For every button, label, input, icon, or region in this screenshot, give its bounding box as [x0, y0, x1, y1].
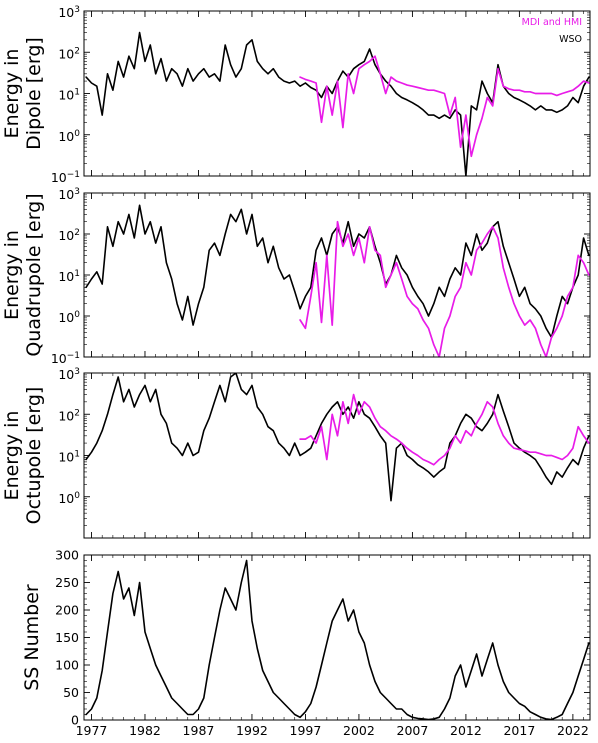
y-tick-label: 250 [55, 575, 79, 590]
axes-frame [83, 372, 591, 539]
y-tick-label: 0 [71, 713, 79, 728]
y-tick-label: 102 [58, 228, 80, 243]
axes-frame [83, 554, 591, 721]
x-tick-label: 1977 [76, 723, 108, 738]
y-tick-label: 50 [63, 685, 79, 700]
y-axis-label: Quadrupole [erg] [23, 193, 45, 356]
series-line-mdi-and-hmi [299, 393, 590, 466]
panel-3: 100 101 102 103 Energy in Octupole [erg] [1, 367, 591, 539]
y-axis-label: Octupole [erg] [23, 387, 45, 525]
series-line-mdi-and-hmi [299, 220, 590, 357]
panel-1: 10−1 100 101 102 103 Energy in Dipole [erg] MDI… [1, 5, 591, 185]
y-tick-label: 101 [58, 88, 80, 103]
y-tick-label: 102 [58, 408, 80, 423]
y-tick-label: 102 [58, 46, 80, 61]
x-tick-label: 1982 [129, 723, 161, 738]
y-tick-label: 101 [58, 269, 80, 284]
axes-frame [83, 10, 591, 177]
y-tick-label: 103 [58, 187, 80, 202]
panel-4: 1977 1982 1987 1992 1997 2002 2007 2012 2017 2022… [21, 548, 591, 738]
series-line-mdi-and-hmi [299, 55, 590, 158]
x-tick-label: 2002 [343, 723, 375, 738]
y-axis-label: Energy in [1, 49, 23, 139]
axes-frame [83, 192, 591, 358]
x-tick-label: 2012 [450, 723, 482, 738]
y-tick-label: 200 [55, 603, 79, 618]
y-tick-label: 101 [58, 450, 80, 465]
series-line-wso [85, 373, 590, 502]
y-axis-label: SS Number [21, 584, 43, 691]
y-axis-label: Energy in [1, 230, 23, 320]
y-tick-label: 10−1 [51, 170, 80, 185]
x-tick-label: 1992 [236, 723, 268, 738]
y-tick-label: 103 [58, 5, 80, 20]
legend-entry: MDI and HMI [522, 17, 582, 28]
x-tick-label: 2007 [397, 723, 429, 738]
y-tick-label: 100 [58, 129, 80, 144]
y-tick-label: 150 [55, 630, 79, 645]
y-tick-label: 103 [58, 367, 80, 382]
y-tick-label: 100 [58, 310, 80, 325]
x-tick-label: 2022 [557, 723, 589, 738]
y-tick-label: 300 [55, 548, 79, 563]
y-tick-label: 100 [58, 491, 80, 506]
y-tick-label: 10−1 [51, 351, 80, 366]
series-line-wso [85, 31, 590, 176]
y-axis-label: Dipole [erg] [23, 37, 45, 150]
panel-2: 10−1 100 101 102 103 Energy in Quadrupole [erg… [1, 187, 591, 366]
series-line-sunspot [85, 559, 590, 720]
x-tick-label: 2017 [503, 723, 535, 738]
y-axis-label: Energy in [1, 411, 23, 501]
x-tick-label: 1997 [290, 723, 322, 738]
x-tick-label: 1987 [183, 723, 215, 738]
legend-entry: WSO [559, 34, 582, 45]
y-tick-label: 100 [55, 658, 79, 673]
